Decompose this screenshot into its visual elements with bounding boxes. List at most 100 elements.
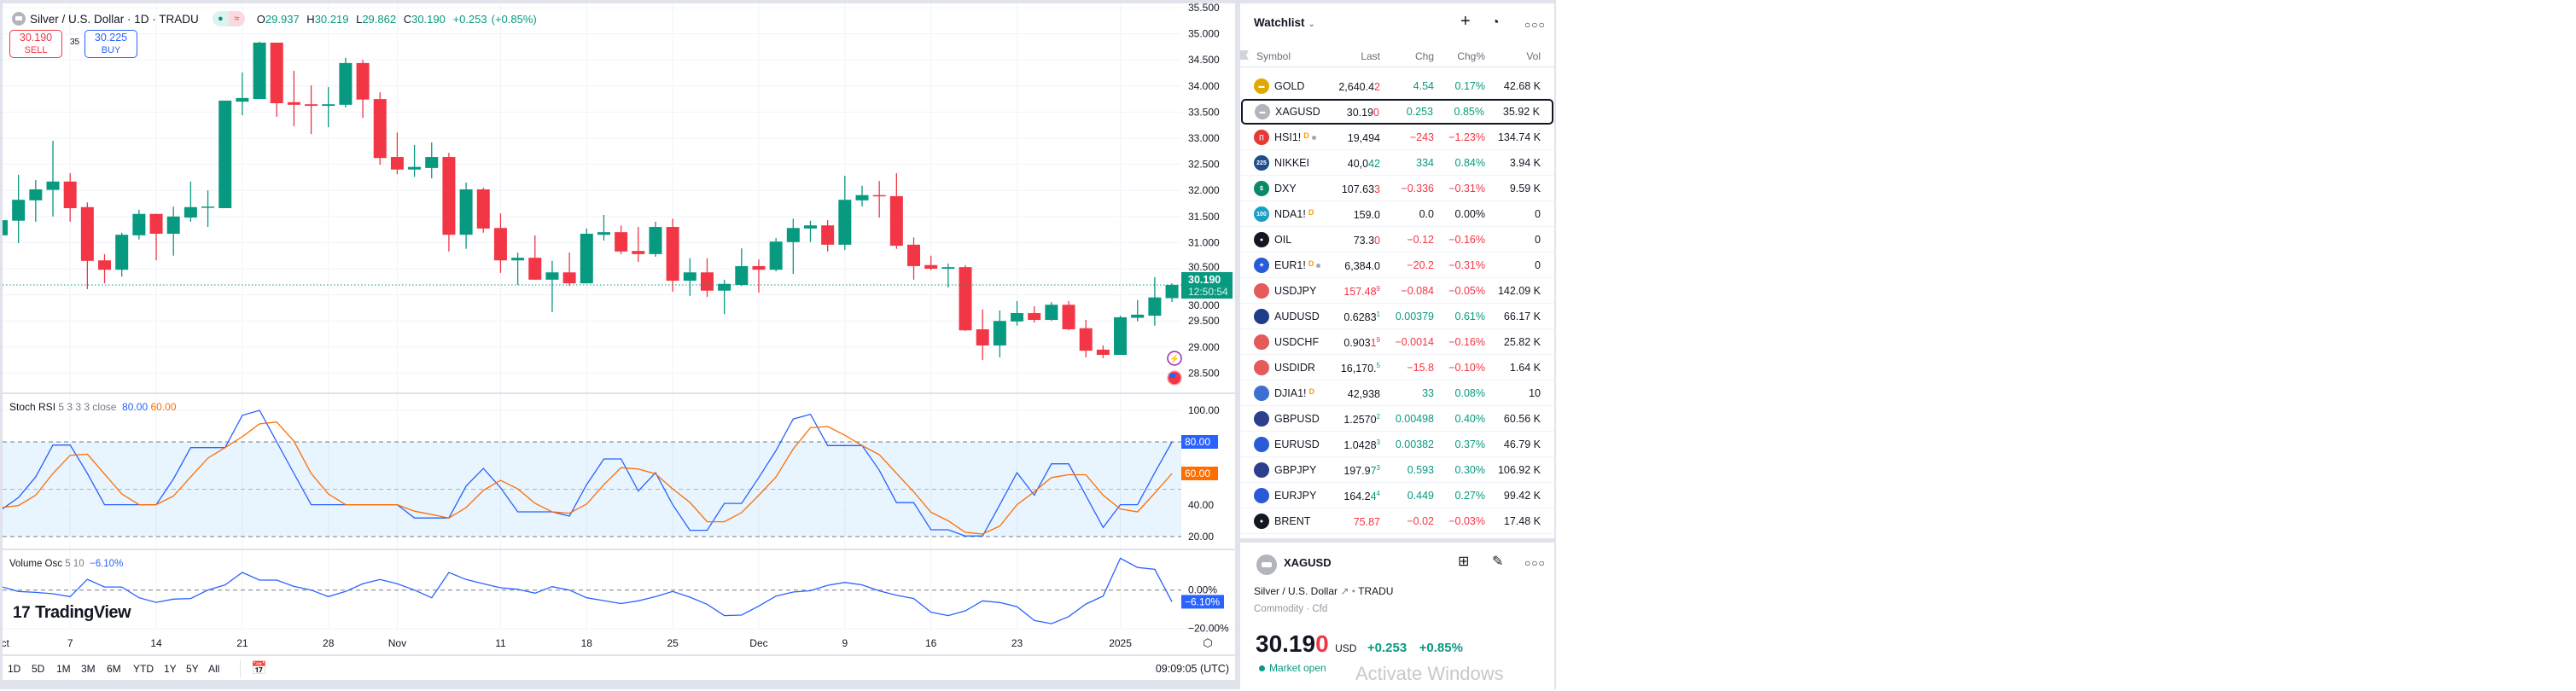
sell-button[interactable]: 30.190 SELL — [9, 30, 62, 58]
candle[interactable] — [1148, 276, 1162, 326]
candle[interactable] — [855, 185, 869, 207]
range-ytd-button[interactable]: YTD — [133, 663, 154, 675]
buy-button[interactable]: 30.225 BUY — [85, 30, 137, 58]
candle[interactable] — [115, 232, 129, 277]
candle[interactable] — [132, 209, 146, 240]
candle[interactable] — [1011, 300, 1024, 326]
candle[interactable] — [493, 213, 507, 273]
chart-panel[interactable]: Oct 7 14 21 28 Nov 11 18 25 Dec 9 16 23 2025 35.500 35.… — [3, 3, 1235, 680]
watchlist-row-eurjpy[interactable]: EURJPY 164.244 0.449 0.27% 99.42 K — [1240, 483, 1554, 508]
stoch-pane[interactable] — [3, 409, 1181, 537]
watchlist-row-eurusd[interactable]: EURUSD 1.04283 0.00382 0.37% 46.79 K — [1240, 432, 1554, 457]
candle[interactable] — [649, 221, 662, 257]
candle[interactable] — [511, 253, 525, 285]
candle[interactable] — [1114, 316, 1128, 355]
candle[interactable] — [373, 92, 387, 165]
candle[interactable] — [597, 214, 610, 241]
candle[interactable] — [201, 190, 215, 228]
candle[interactable] — [1028, 306, 1041, 323]
range-1d-button[interactable]: 1D — [8, 663, 21, 675]
candle[interactable] — [803, 220, 817, 242]
watchlist-row-oil[interactable]: ● OIL 73.30 −0.12 −0.16% 0 — [1240, 227, 1554, 253]
candle[interactable] — [305, 85, 318, 135]
candle[interactable] — [1131, 299, 1145, 322]
candle[interactable] — [166, 206, 180, 256]
candle[interactable] — [149, 213, 163, 261]
watchlist-row-eur1[interactable]: ✦ EUR1! D 6,384.0 −20.2 −0.31% 0 — [1240, 253, 1554, 278]
candle[interactable] — [408, 144, 422, 177]
candle[interactable] — [476, 188, 490, 233]
candle[interactable] — [322, 87, 335, 128]
col-chg-pct[interactable]: Chg% — [1457, 50, 1485, 62]
candle[interactable] — [63, 173, 77, 222]
candle[interactable] — [339, 57, 353, 107]
add-symbol-plus-icon[interactable]: + — [1460, 12, 1471, 31]
detail-name[interactable]: Silver / U.S. Dollar — [1254, 585, 1338, 597]
candle[interactable] — [1062, 300, 1075, 331]
candle[interactable] — [528, 235, 542, 280]
watchlist-row-usdchf[interactable]: USDCHF 0.90319 −0.0014 −0.16% 25.82 K — [1240, 329, 1554, 355]
clock-utc[interactable]: 09:09:05 (UTC) — [1155, 663, 1229, 675]
candle[interactable] — [838, 176, 852, 250]
symbol-title[interactable]: Silver / U.S. Dollar · 1D · TRADU — [30, 12, 199, 26]
range-all-button[interactable]: All — [208, 663, 220, 675]
volume-osc-legend[interactable]: Volume Osc 5 10 −6.10% — [9, 559, 123, 569]
more-options-icon[interactable]: ○○○ — [1524, 557, 1546, 569]
range-5y-button[interactable]: 5Y — [186, 663, 199, 675]
candle[interactable] — [1079, 319, 1093, 358]
watchlist-row-nikkei[interactable]: 225 NIKKEI 40,042 334 0.84% 3.94 K — [1240, 150, 1554, 176]
candle[interactable] — [1096, 345, 1110, 358]
watchlist-row-hsi1[interactable]: ∏ HSI1! D 19,494 −243 −1.23% 134.74 K — [1240, 125, 1554, 150]
candle[interactable] — [786, 218, 800, 275]
candle[interactable] — [236, 72, 249, 116]
range-1m-button[interactable]: 1M — [56, 663, 71, 675]
market-status-pill[interactable]: ● ≈ — [212, 11, 245, 26]
candle[interactable] — [1165, 283, 1179, 303]
pie-chart-icon[interactable]: ◔ — [1491, 15, 1500, 30]
watchlist-row-usdjpy[interactable]: USDJPY 157.489 −0.084 −0.05% 142.09 K — [1240, 278, 1554, 304]
candle[interactable] — [219, 100, 232, 209]
candle[interactable] — [615, 225, 628, 254]
candle[interactable] — [562, 253, 576, 287]
candle[interactable] — [442, 153, 456, 252]
candle[interactable] — [3, 220, 8, 237]
candle[interactable] — [752, 258, 766, 293]
candle[interactable] — [700, 258, 714, 298]
watchlist-title-dropdown[interactable]: Watchlist ⌄ — [1254, 16, 1315, 29]
candle[interactable] — [12, 174, 26, 244]
col-last[interactable]: Last — [1361, 50, 1380, 62]
candle[interactable] — [459, 183, 473, 249]
volume-osc-pane[interactable] — [3, 557, 1181, 624]
candle[interactable] — [821, 220, 835, 252]
candle[interactable] — [666, 218, 679, 292]
watchlist-row-gbpusd[interactable]: GBPUSD 1.25702 0.00498 0.40% 60.56 K — [1240, 406, 1554, 432]
col-chg[interactable]: Chg — [1414, 50, 1434, 62]
candle[interactable] — [889, 173, 903, 249]
flag-tab-icon[interactable] — [1240, 50, 1249, 60]
candle[interactable] — [941, 263, 955, 288]
candle[interactable] — [1045, 302, 1058, 322]
go-to-date-calendar-icon[interactable]: 📅 — [251, 661, 267, 676]
candle[interactable] — [924, 255, 938, 270]
stoch-rsi-legend[interactable]: Stoch RSI 5 3 3 3 close 80.00 60.00 — [9, 401, 177, 413]
candle[interactable] — [287, 71, 300, 126]
candle[interactable] — [356, 60, 370, 119]
watchlist-row-djia1[interactable]: DJIA1! D 42,938 33 0.08% 10 — [1240, 380, 1554, 406]
external-link-icon[interactable]: ↗ — [1340, 585, 1349, 597]
watchlist-row-brent[interactable]: ● BRENT 75.87 −0.02 −0.03% 17.48 K — [1240, 508, 1554, 534]
candle[interactable] — [270, 43, 283, 117]
col-symbol[interactable]: Symbol — [1256, 50, 1291, 62]
candle[interactable] — [29, 179, 43, 222]
candle[interactable] — [46, 141, 60, 217]
candle[interactable] — [80, 202, 94, 289]
candle[interactable] — [98, 253, 112, 284]
range-1y-button[interactable]: 1Y — [164, 663, 177, 675]
watchlist-row-gbpjpy[interactable]: GBPJPY 197.973 0.593 0.30% 106.92 K — [1240, 457, 1554, 483]
candle[interactable] — [632, 227, 645, 263]
candle[interactable] — [718, 279, 731, 315]
candle[interactable] — [425, 142, 439, 179]
lightning-event-icon[interactable] — [1167, 351, 1182, 366]
candle[interactable] — [735, 248, 749, 287]
watchlist-row-dxy[interactable]: $ DXY 107.633 −0.336 −0.31% 9.59 K — [1240, 176, 1554, 201]
chart-settings-gear-icon[interactable]: ⬡ — [1203, 636, 1212, 649]
